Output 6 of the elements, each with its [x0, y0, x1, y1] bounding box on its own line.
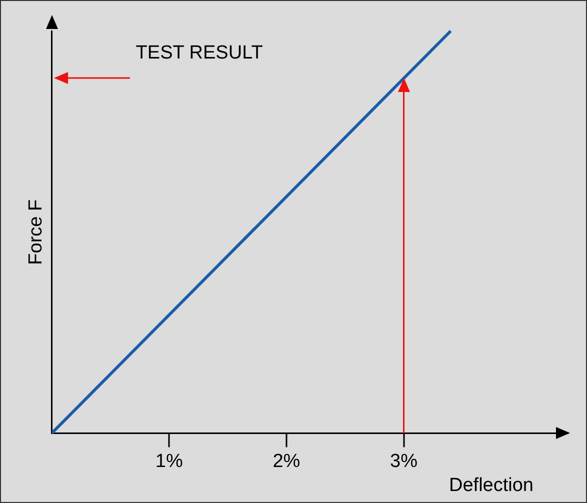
annotation: TEST RESULT — [136, 42, 264, 64]
x-tick-label: 3% — [390, 450, 418, 472]
x-tick-label: 2% — [272, 450, 300, 472]
x-axis-title: Deflection — [449, 475, 534, 497]
y-axis-title: Force F — [26, 199, 47, 265]
x-tick-label: 1% — [155, 450, 183, 472]
